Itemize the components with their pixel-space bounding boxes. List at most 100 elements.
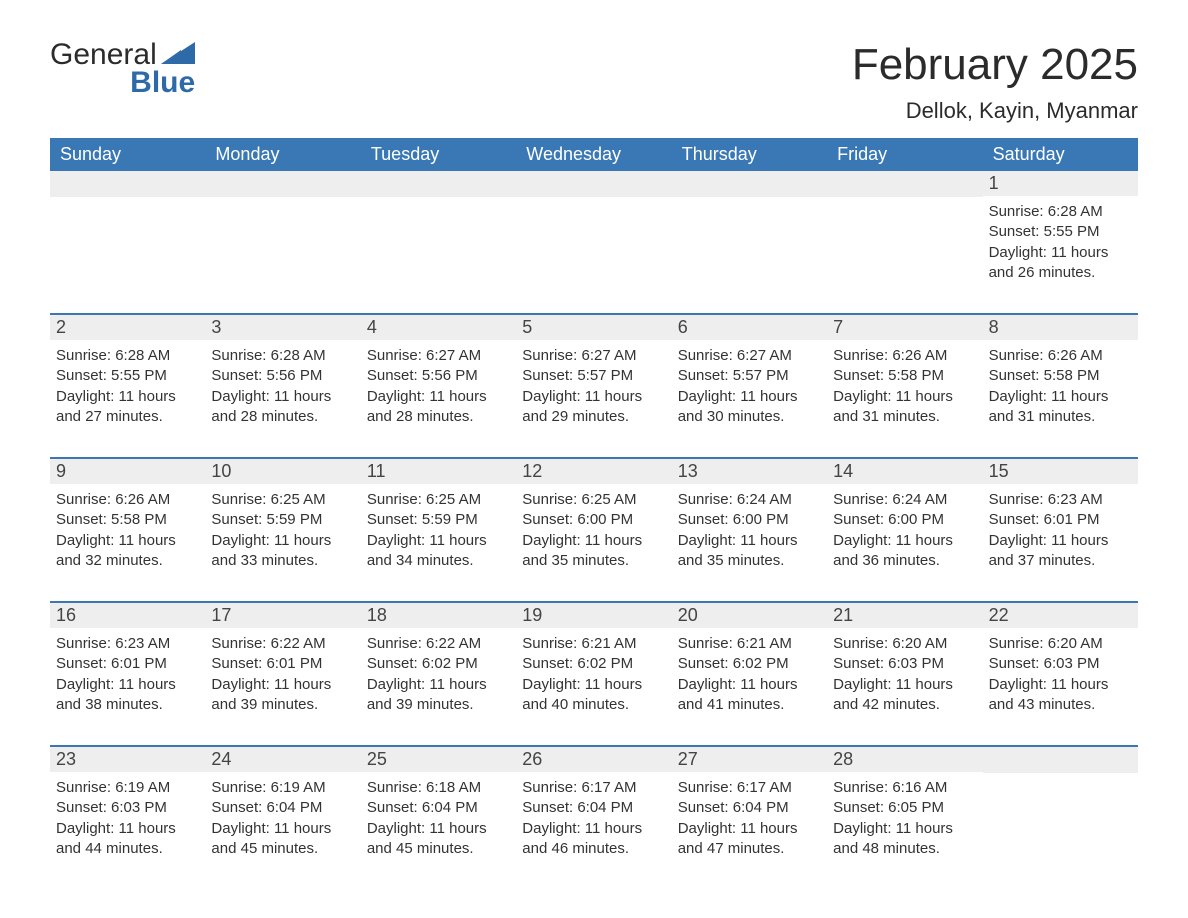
day-number-empty — [361, 171, 516, 197]
day-number: 10 — [205, 459, 360, 484]
day-cell: 24Sunrise: 6:19 AMSunset: 6:04 PMDayligh… — [205, 747, 360, 867]
day-cell: 19 Sunrise: 6:21 AMSunset: 6:02 PMDayligh… — [516, 603, 671, 723]
day-body: Sunrise: 6:22 AMSunset: 6:02 PMDaylight:… — [367, 632, 510, 715]
sunrise-text: Sunrise: 6:27 AM — [522, 346, 665, 366]
day-body: Sunrise: 6:25 AMSunset: 6:00 PMDaylight:… — [522, 488, 665, 571]
day-body: Sunrise: 6:19 AMSunset: 6:04 PMDaylight:… — [211, 776, 354, 859]
sunset-text: Sunset: 6:04 PM — [211, 798, 354, 818]
sunrise-text: Sunrise: 6:22 AM — [211, 634, 354, 654]
day-cell: 25Sunrise: 6:18 AMSunset: 6:04 PMDayligh… — [361, 747, 516, 867]
day-body: Sunrise: 6:26 AMSunset: 5:58 PMDaylight:… — [56, 488, 199, 571]
sunrise-text: Sunrise: 6:28 AM — [989, 202, 1132, 222]
daylight-text: Daylight: 11 hours and 33 minutes. — [211, 531, 354, 572]
day-number: 14 — [827, 459, 982, 484]
day-body: Sunrise: 6:19 AMSunset: 6:03 PMDaylight:… — [56, 776, 199, 859]
daylight-text: Daylight: 11 hours and 34 minutes. — [367, 531, 510, 572]
weekday-cell: Friday — [827, 138, 982, 171]
day-number: 1 — [983, 171, 1138, 196]
day-number: 28 — [827, 747, 982, 772]
day-cell — [672, 171, 827, 291]
logo-word2: Blue — [50, 66, 195, 100]
daylight-text: Daylight: 11 hours and 43 minutes. — [989, 675, 1132, 716]
sunset-text: Sunset: 6:02 PM — [367, 654, 510, 674]
sunrise-text: Sunrise: 6:23 AM — [56, 634, 199, 654]
sunset-text: Sunset: 6:03 PM — [989, 654, 1132, 674]
daylight-text: Daylight: 11 hours and 32 minutes. — [56, 531, 199, 572]
day-body: Sunrise: 6:22 AMSunset: 6:01 PMDaylight:… — [211, 632, 354, 715]
day-number: 27 — [672, 747, 827, 772]
day-number-empty — [50, 171, 205, 197]
day-number-empty — [516, 171, 671, 197]
day-cell — [205, 171, 360, 291]
sunset-text: Sunset: 5:59 PM — [211, 510, 354, 530]
day-number: 2 — [50, 315, 205, 340]
day-body: Sunrise: 6:20 AMSunset: 6:03 PMDaylight:… — [833, 632, 976, 715]
daylight-text: Daylight: 11 hours and 37 minutes. — [989, 531, 1132, 572]
day-cell — [516, 171, 671, 291]
sunset-text: Sunset: 6:00 PM — [833, 510, 976, 530]
weekday-cell: Sunday — [50, 138, 205, 171]
sunset-text: Sunset: 6:04 PM — [522, 798, 665, 818]
day-cell: 14 Sunrise: 6:24 AMSunset: 6:00 PMDayligh… — [827, 459, 982, 579]
daylight-text: Daylight: 11 hours and 27 minutes. — [56, 387, 199, 428]
sunrise-text: Sunrise: 6:17 AM — [522, 778, 665, 798]
day-number: 13 — [672, 459, 827, 484]
day-body: Sunrise: 6:24 AMSunset: 6:00 PMDaylight:… — [833, 488, 976, 571]
daylight-text: Daylight: 11 hours and 29 minutes. — [522, 387, 665, 428]
sunrise-text: Sunrise: 6:26 AM — [989, 346, 1132, 366]
sunrise-text: Sunrise: 6:21 AM — [678, 634, 821, 654]
day-number: 21 — [827, 603, 982, 628]
day-body: Sunrise: 6:27 AMSunset: 5:56 PMDaylight:… — [367, 344, 510, 427]
day-cell: 3Sunrise: 6:28 AMSunset: 5:56 PMDaylight… — [205, 315, 360, 435]
sunset-text: Sunset: 5:56 PM — [367, 366, 510, 386]
sunset-text: Sunset: 5:55 PM — [989, 222, 1132, 242]
sunrise-text: Sunrise: 6:28 AM — [56, 346, 199, 366]
day-cell: 21 Sunrise: 6:20 AMSunset: 6:03 PMDayligh… — [827, 603, 982, 723]
day-number: 6 — [672, 315, 827, 340]
sunset-text: Sunset: 5:56 PM — [211, 366, 354, 386]
daylight-text: Daylight: 11 hours and 40 minutes. — [522, 675, 665, 716]
daylight-text: Daylight: 11 hours and 39 minutes. — [367, 675, 510, 716]
weekday-header-row: SundayMondayTuesdayWednesdayThursdayFrid… — [50, 138, 1138, 171]
day-number-empty — [827, 171, 982, 197]
day-cell: 13Sunrise: 6:24 AMSunset: 6:00 PMDayligh… — [672, 459, 827, 579]
day-body: Sunrise: 6:27 AMSunset: 5:57 PMDaylight:… — [522, 344, 665, 427]
day-cell: 20Sunrise: 6:21 AMSunset: 6:02 PMDayligh… — [672, 603, 827, 723]
day-cell: 2Sunrise: 6:28 AMSunset: 5:55 PMDaylight… — [50, 315, 205, 435]
sunset-text: Sunset: 5:58 PM — [833, 366, 976, 386]
day-number-empty — [205, 171, 360, 197]
day-number: 11 — [361, 459, 516, 484]
daylight-text: Daylight: 11 hours and 45 minutes. — [367, 819, 510, 860]
sunset-text: Sunset: 5:59 PM — [367, 510, 510, 530]
sunset-text: Sunset: 5:57 PM — [522, 366, 665, 386]
sunset-text: Sunset: 6:04 PM — [367, 798, 510, 818]
sunrise-text: Sunrise: 6:20 AM — [989, 634, 1132, 654]
day-cell: 18Sunrise: 6:22 AMSunset: 6:02 PMDayligh… — [361, 603, 516, 723]
daylight-text: Daylight: 11 hours and 31 minutes. — [833, 387, 976, 428]
day-number: 19 — [516, 603, 671, 628]
sunset-text: Sunset: 6:01 PM — [989, 510, 1132, 530]
day-number: 9 — [50, 459, 205, 484]
weekday-cell: Wednesday — [516, 138, 671, 171]
calendar: SundayMondayTuesdayWednesdayThursdayFrid… — [50, 138, 1138, 867]
daylight-text: Daylight: 11 hours and 48 minutes. — [833, 819, 976, 860]
sunrise-text: Sunrise: 6:21 AM — [522, 634, 665, 654]
sunrise-text: Sunrise: 6:18 AM — [367, 778, 510, 798]
sunset-text: Sunset: 6:01 PM — [211, 654, 354, 674]
day-cell: 16Sunrise: 6:23 AMSunset: 6:01 PMDayligh… — [50, 603, 205, 723]
daylight-text: Daylight: 11 hours and 28 minutes. — [211, 387, 354, 428]
sunset-text: Sunset: 6:02 PM — [522, 654, 665, 674]
day-number: 26 — [516, 747, 671, 772]
day-body: Sunrise: 6:21 AMSunset: 6:02 PMDaylight:… — [678, 632, 821, 715]
day-cell: 17Sunrise: 6:22 AMSunset: 6:01 PMDayligh… — [205, 603, 360, 723]
sunrise-text: Sunrise: 6:26 AM — [833, 346, 976, 366]
day-body: Sunrise: 6:23 AMSunset: 6:01 PMDaylight:… — [989, 488, 1132, 571]
sunrise-text: Sunrise: 6:24 AM — [678, 490, 821, 510]
sunset-text: Sunset: 5:58 PM — [56, 510, 199, 530]
day-cell: 28Sunrise: 6:16 AMSunset: 6:05 PMDayligh… — [827, 747, 982, 867]
daylight-text: Daylight: 11 hours and 39 minutes. — [211, 675, 354, 716]
day-body: Sunrise: 6:21 AMSunset: 6:02 PMDaylight:… — [522, 632, 665, 715]
day-cell: 1Sunrise: 6:28 AMSunset: 5:55 PMDaylight… — [983, 171, 1138, 291]
daylight-text: Daylight: 11 hours and 28 minutes. — [367, 387, 510, 428]
day-body: Sunrise: 6:18 AMSunset: 6:04 PMDaylight:… — [367, 776, 510, 859]
